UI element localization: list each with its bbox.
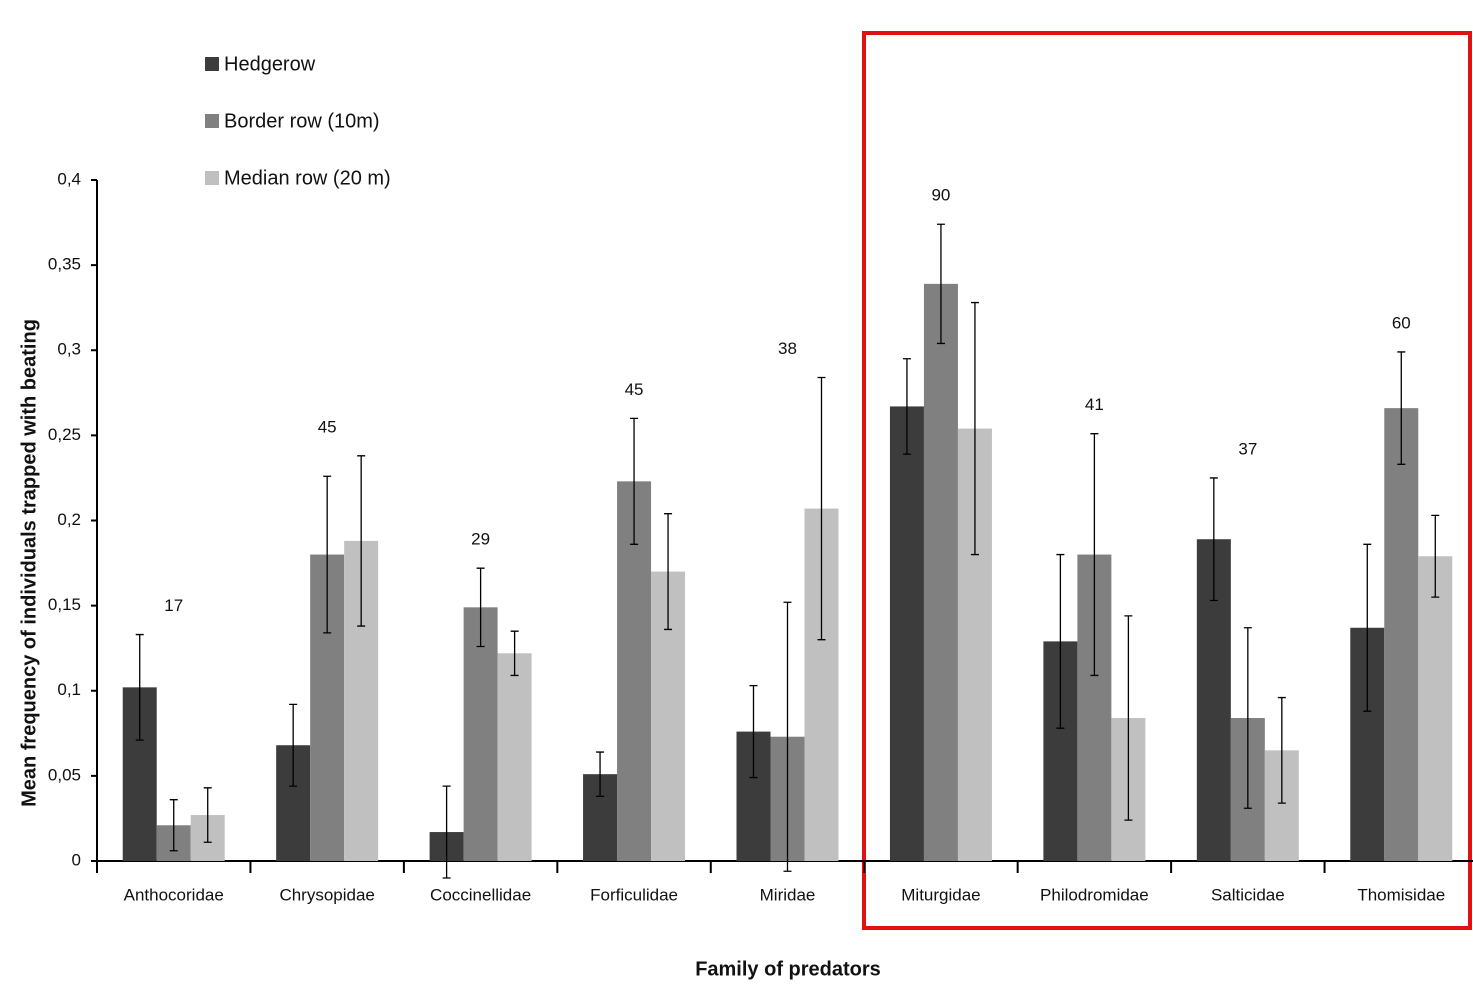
count-label: 37 (1238, 439, 1257, 458)
error-bar (902, 358, 911, 455)
error-bar (596, 751, 605, 797)
error-bar (1056, 553, 1065, 729)
count-label: 60 (1392, 313, 1411, 332)
error-bar (510, 630, 519, 677)
error-bar (1243, 627, 1252, 809)
highlight-box (862, 31, 1472, 930)
count-label: 17 (164, 596, 183, 615)
error-bar (1277, 696, 1286, 804)
y-tick-label: 0,4 (57, 169, 81, 188)
count-label: 45 (318, 417, 337, 436)
x-tick-label: Miturgidae (901, 885, 980, 904)
bar (463, 607, 498, 861)
error-bar (323, 475, 332, 634)
x-tick-label: Anthocoridae (124, 885, 224, 904)
error-bar (135, 633, 144, 741)
count-label: 29 (471, 530, 490, 549)
y-tick-label: 0,15 (48, 595, 81, 614)
y-tick-label: 0,3 (57, 340, 81, 359)
error-bar (357, 455, 366, 627)
count-label: 41 (1085, 395, 1104, 414)
legend-label: Median row (20 m) (224, 167, 391, 189)
y-tick-label: 0 (72, 850, 81, 869)
count-label: 38 (778, 339, 797, 358)
error-bar (1397, 351, 1406, 465)
error-bar (749, 684, 758, 779)
error-bar (1209, 477, 1218, 602)
bar (889, 406, 924, 861)
error-bar (630, 417, 639, 545)
error-bar (203, 787, 212, 843)
y-tick-label: 0,25 (48, 425, 81, 444)
legend-swatch (205, 171, 219, 185)
bar (497, 653, 532, 861)
y-tick-label: 0,1 (57, 680, 81, 699)
bar (1418, 556, 1453, 861)
error-bar (970, 301, 979, 556)
error-bar (289, 703, 298, 787)
legend-label: Hedgerow (224, 53, 316, 75)
x-tick-label: Miridae (760, 885, 816, 904)
x-axis-title: Family of predators (695, 958, 881, 980)
x-tick-label: Forficulidae (590, 885, 678, 904)
legend-swatch (205, 57, 219, 71)
y-axis-title: Mean frequency of individuals trapped wi… (18, 319, 40, 807)
x-tick-label: Chrysopidae (279, 885, 374, 904)
x-tick-label: Coccinellidae (430, 885, 531, 904)
error-bar (442, 785, 451, 879)
y-tick-label: 0,05 (48, 765, 81, 784)
error-bar (1363, 543, 1372, 712)
x-tick-label: Thomisidae (1357, 885, 1445, 904)
y-tick-label: 0,35 (48, 255, 81, 274)
error-bar (783, 601, 792, 872)
count-label: 90 (931, 186, 950, 205)
error-bar (664, 513, 673, 631)
legend-swatch (205, 114, 219, 128)
error-bar (1090, 433, 1099, 677)
x-tick-label: Salticidae (1211, 885, 1285, 904)
error-bar (476, 567, 485, 648)
bar (923, 283, 958, 861)
x-tick-label: Philodromidae (1040, 885, 1149, 904)
bar (1384, 408, 1419, 861)
legend-label: Border row (10m) (224, 110, 380, 132)
error-bar (817, 376, 826, 641)
y-tick-label: 0,2 (57, 510, 81, 529)
count-label: 45 (625, 380, 644, 399)
error-bar (1124, 615, 1133, 821)
error-bar (169, 799, 178, 852)
error-bar (1431, 514, 1440, 598)
error-bar (936, 223, 945, 345)
